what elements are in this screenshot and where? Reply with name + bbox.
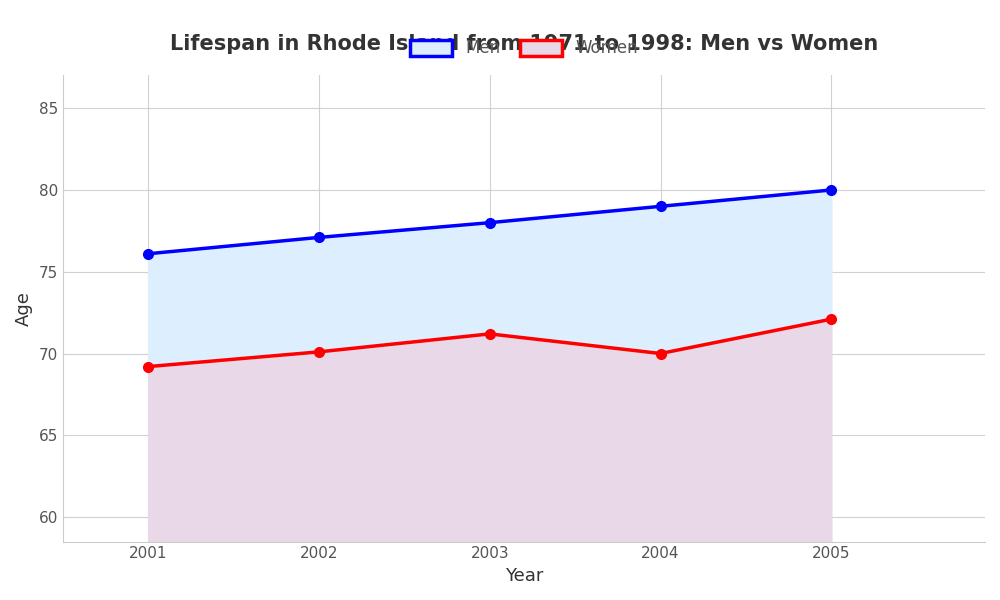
Legend: Men, Women: Men, Women (403, 32, 644, 64)
Y-axis label: Age: Age (15, 291, 33, 326)
X-axis label: Year: Year (505, 567, 543, 585)
Title: Lifespan in Rhode Island from 1971 to 1998: Men vs Women: Lifespan in Rhode Island from 1971 to 19… (170, 34, 878, 55)
